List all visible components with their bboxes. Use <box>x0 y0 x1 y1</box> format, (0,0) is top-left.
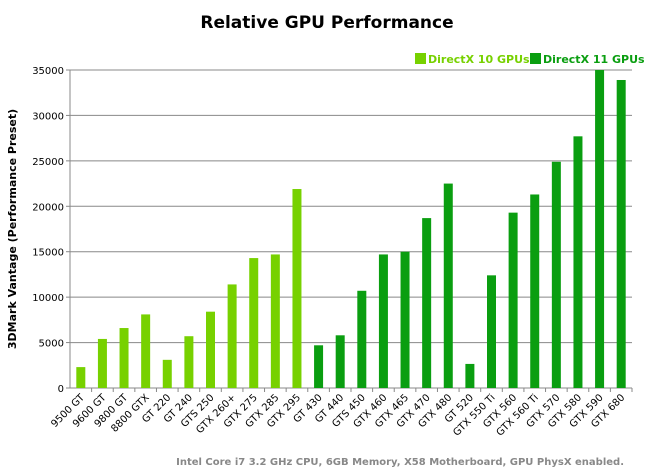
bar <box>595 70 605 388</box>
legend-label: DirectX 10 GPUs <box>428 53 530 66</box>
y-tick-label: 5000 <box>39 339 64 350</box>
bar <box>184 336 194 388</box>
y-tick-label: 15000 <box>32 248 64 259</box>
y-axis-label: 3DMark Vantage (Performance Preset) <box>6 109 19 349</box>
bar <box>119 328 129 388</box>
bar <box>357 290 367 388</box>
bar <box>530 194 540 388</box>
y-tick-label: 25000 <box>32 157 64 168</box>
footnote: Intel Core i7 3.2 GHz CPU, 6GB Memory, X… <box>176 457 624 468</box>
bar <box>270 254 280 388</box>
bar <box>141 314 151 388</box>
bar <box>487 275 496 388</box>
y-tick-label: 10000 <box>32 293 64 304</box>
bar <box>551 161 561 388</box>
bar <box>443 183 453 388</box>
bar <box>378 254 388 388</box>
bar <box>162 359 172 388</box>
y-tick-label: 30000 <box>32 111 64 122</box>
bar <box>616 79 626 388</box>
y-tick-label: 0 <box>58 384 64 395</box>
y-tick-label: 35000 <box>32 66 64 77</box>
bar <box>292 189 302 388</box>
legend-swatch <box>415 53 426 64</box>
bar <box>335 335 345 388</box>
bar <box>465 363 475 388</box>
bar <box>227 284 237 388</box>
bar <box>206 311 215 388</box>
bar <box>97 338 107 388</box>
chart-title: Relative GPU Performance <box>200 13 453 33</box>
bar <box>422 218 432 388</box>
bar <box>76 367 86 388</box>
bar <box>314 345 324 388</box>
y-tick-label: 20000 <box>32 202 64 213</box>
legend-label: DirectX 11 GPUs <box>543 53 645 66</box>
bar <box>508 212 518 388</box>
bar <box>400 251 410 388</box>
legend-swatch <box>530 53 541 64</box>
bar <box>573 136 583 388</box>
bar <box>249 258 259 388</box>
legend: DirectX 10 GPUs DirectX 11 GPUs <box>415 53 645 66</box>
